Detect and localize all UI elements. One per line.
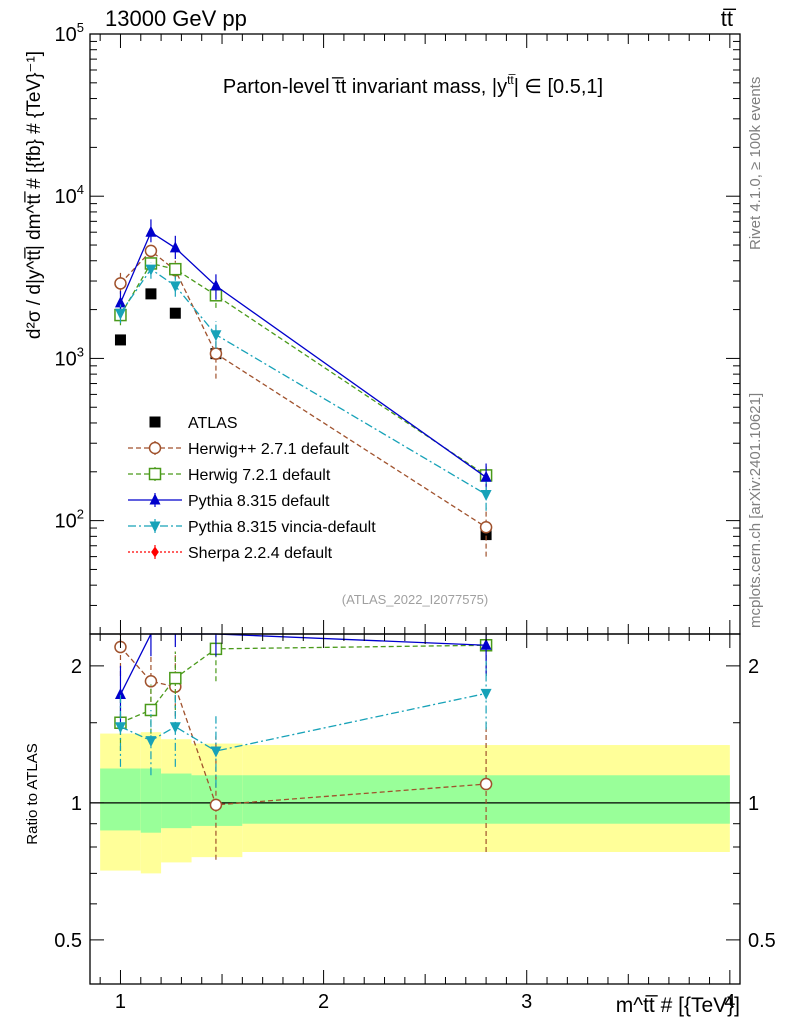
data-point-pythia-8-315-vincia-default (210, 330, 222, 342)
ratio-y-tick-label-right: 1 (748, 793, 759, 815)
legend-marker (148, 441, 162, 455)
ratio-y-tick-label-right: 0.5 (748, 930, 776, 952)
header-process-label: tt̅ (721, 6, 737, 31)
rivet-version-label: Rivet 4.1.0, ≥ 100k events (747, 77, 764, 250)
legend-marker (148, 467, 162, 481)
data-point-herwig-2-7-1-default (209, 347, 223, 360)
data-point-pythia-8-315-default (145, 225, 157, 237)
legend-marker (151, 546, 159, 558)
ratio-point-herwig-2-7-1-default (144, 675, 158, 688)
ratio-point-pythia-8-315-default (480, 638, 492, 650)
ratio-point-herwig-2-7-1-default (479, 777, 493, 791)
ratio-point-pythia-8-315-vincia-default (169, 722, 181, 734)
legend-label: Pythia 8.315 default (188, 493, 330, 510)
legend-marker (149, 416, 161, 428)
data-point-herwig-2-7-1-default (114, 277, 127, 290)
legend-label: Sherpa 2.2.4 default (188, 545, 333, 562)
data-point-pythia-8-315-vincia-default (169, 281, 181, 293)
data-point-pythia-8-315-default (169, 241, 181, 253)
ratio-y-tick-label: 0.5 (54, 930, 82, 952)
legend-label: Herwig++ 2.7.1 default (188, 441, 350, 458)
data-point-pythia-8-315-default (480, 470, 492, 482)
data-point-pythia-8-315-vincia-default (480, 489, 492, 501)
x-axis-label: m^tt̅ # [{TeV}] (616, 994, 740, 1017)
legend-label: Herwig 7.2.1 default (188, 467, 331, 484)
data-point-atlas (480, 529, 492, 541)
data-point-atlas (145, 288, 157, 300)
header-collision-label: 13000 GeV pp (105, 6, 247, 31)
data-point-atlas (169, 307, 181, 319)
legend-marker (149, 493, 161, 505)
ratio-point-pythia-8-315-default (114, 688, 126, 700)
ratio-point-herwig-2-7-1-default (209, 798, 223, 812)
legend-label: Pythia 8.315 vincia-default (188, 519, 376, 536)
ratio-y-tick-label: 1 (71, 793, 82, 815)
x-tick-label: 3 (521, 991, 532, 1013)
main-y-axis-label: d²σ / d|y^tt̅| dm^tt̅ # [{fb} # {TeV}⁻¹] (24, 51, 45, 339)
main-y-tick-label: 102 (55, 507, 84, 533)
analysis-watermark: (ATLAS_2022_I2077575) (342, 592, 488, 607)
ratio-inner-band (100, 768, 141, 831)
data-point-atlas (114, 334, 126, 346)
main-panel-frame (89, 33, 741, 635)
ratio-panel-frame (89, 633, 741, 985)
mcplots-source-label: mcplots.cern.ch [arXiv:2401.10621] (747, 393, 764, 628)
series-line-pythia-8-315-vincia-default (119, 268, 487, 496)
data-point-pythia-8-315-vincia-default (145, 264, 157, 276)
x-tick-label: 4 (724, 991, 735, 1013)
legend-marker (149, 521, 161, 533)
main-y-tick-label: 104 (55, 182, 84, 208)
ratio-line-pythia-8-315-vincia-default (120, 692, 487, 752)
data-point-herwig-2-7-1-default (479, 521, 493, 534)
data-point-pythia-8-315-default (210, 279, 222, 291)
ratio-point-pythia-8-315-vincia-default (114, 722, 126, 734)
ratio-y-tick-label: 2 (71, 656, 82, 678)
x-tick-label: 2 (318, 991, 329, 1013)
ratio-inner-band (140, 768, 162, 833)
data-point-herwig-2-7-1-default (144, 244, 158, 258)
main-y-tick-label: 103 (55, 344, 84, 370)
x-tick-label: 1 (115, 991, 126, 1013)
data-point-pythia-8-315-vincia-default (114, 308, 126, 320)
ratio-point-pythia-8-315-vincia-default (145, 736, 157, 748)
ratio-point-pythia-8-315-vincia-default (480, 688, 492, 700)
legend-label: ATLAS (188, 415, 238, 432)
data-point-pythia-8-315-default (114, 296, 126, 308)
ratio-point-herwig-7-2-1-default (169, 671, 182, 685)
ratio-y-axis-label: Ratio to ATLAS (24, 743, 41, 844)
main-y-tick-label: 105 (55, 20, 84, 46)
ratio-inner-band (161, 773, 192, 829)
data-point-herwig-7-2-1-default (169, 262, 182, 276)
chart-title: Parton-level t̅t invariant mass, |ytt̅| … (223, 73, 603, 98)
ratio-point-pythia-8-315-vincia-default (210, 746, 222, 758)
ratio-y-tick-label-right: 2 (748, 656, 759, 678)
